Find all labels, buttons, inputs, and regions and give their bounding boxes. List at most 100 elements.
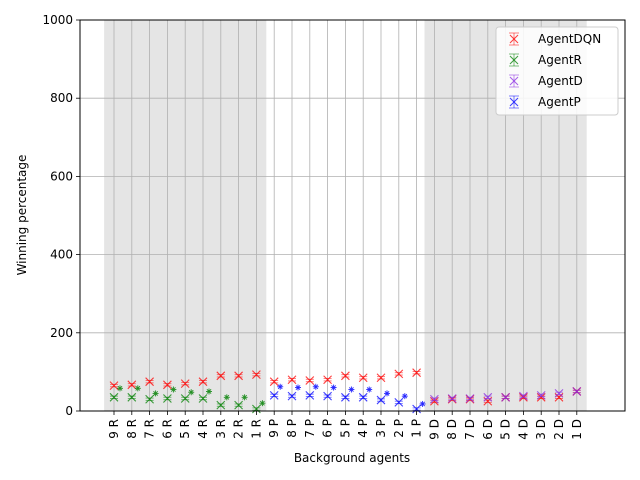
point-agentr [109,392,119,402]
point-agentr [127,392,137,402]
marker-agentr [206,388,212,395]
x-tick-label: 2 P [392,419,406,438]
point-agentp [323,391,332,401]
y-axis: 0 200 400 600 800 1000 [42,13,80,418]
point-agentp [287,391,297,401]
x-tick-label: 4 P [356,419,370,438]
x-tick-label: 6 D [481,419,495,440]
point-agentdqn [412,368,421,378]
y-tick-label: 0 [65,404,73,418]
legend-marker-agentp [509,97,519,107]
legend-marker-agentr [509,55,519,65]
marker-agentp [277,383,284,390]
x-tick-label: 7 D [463,419,477,440]
y-tick-label: 1000 [42,13,73,27]
x-tick-label: 8 R [125,419,139,439]
x-tick-label: 3 R [214,419,228,439]
point-agentdqn [234,371,243,381]
x-tick-label: 9 D [427,419,441,440]
x-tick-label: 6 P [321,419,335,438]
point-agentd [519,391,528,401]
point-agentp [394,398,404,407]
point-agentp [412,404,421,414]
x-tick-label: 5 D [499,419,513,440]
y-tick-label: 600 [50,169,73,183]
y-axis-label: Winning percentage [15,155,29,276]
marker-agentp [401,393,408,400]
marker-agentr [134,385,141,392]
point-agentd [447,394,457,403]
legend: AgentDQN AgentR AgentD AgentP [495,26,619,116]
point-agentdqn [323,375,332,385]
x-tick-label: 9 P [267,419,281,438]
marker-agentp [312,383,319,390]
y-tick-label: 800 [50,91,73,105]
point-agentd [501,392,510,402]
point-agentdqn [163,380,172,390]
legend-label-agentp: AgentP [538,95,581,109]
point-agentp [269,390,279,400]
x-tick-label: 7 R [143,419,157,439]
marker-agentp [419,400,426,407]
point-agentd [536,390,546,400]
point-agentdqn [252,370,261,380]
marker-agentr [170,386,177,393]
x-tick-label: 9 R [107,419,121,439]
x-tick-label: 4 D [516,419,530,440]
marker-agentr [152,390,159,397]
x-tick-label: 8 D [445,419,459,440]
x-tick-label: 5 R [178,419,192,439]
x-tick-label: 4 R [196,419,210,439]
point-agentr [180,394,190,403]
point-agentd [572,387,582,396]
marker-agentp [384,390,390,397]
point-agentdqn [145,377,154,387]
point-agentdqn [394,369,404,379]
legend-label-agentdqn: AgentDQN [538,32,601,46]
point-agentp [341,392,350,402]
point-agentdqn [287,375,297,385]
point-agentp [376,395,386,405]
legend-box [495,26,619,116]
marker-agentr [259,400,266,407]
marker-agentr [223,394,230,401]
point-agentdqn [109,381,119,390]
data-marks [109,368,582,414]
marker-agentr [117,385,123,392]
point-agentdqn [198,377,208,387]
point-agentd [554,389,564,398]
point-agentr [216,400,226,410]
point-agentdqn [180,379,190,389]
marker-agentp [366,386,373,393]
point-agentdqn [127,380,137,390]
marker-agentp [295,384,301,391]
x-tick-label: 6 R [160,419,174,439]
y-tick-label: 400 [50,248,73,262]
marker-agentr [241,394,248,401]
y-tick-label: 200 [50,326,73,340]
x-tick-label: 2 R [232,419,246,439]
x-axis-label: Background agents [294,451,410,465]
point-agentdqn [376,373,386,383]
marker-agentp [330,384,337,391]
legend-marker-agentdqn [509,34,519,44]
point-agentr [163,394,172,403]
point-agentp [358,392,368,402]
point-agentr [198,394,208,403]
point-agentr [252,404,261,414]
axes-frame [79,19,626,412]
marker-agentr [188,389,195,396]
marker-agentp [348,386,355,393]
point-agentr [145,394,154,404]
x-tick-label: 7 P [303,419,317,438]
point-agentdqn [269,377,279,387]
x-tick-label: 2 D [552,419,566,440]
x-tick-label: 3 D [534,419,548,440]
point-agentr [234,400,243,410]
point-agentd [465,394,475,403]
legend-label-agentd: AgentD [538,74,583,88]
point-agentdqn [341,371,350,381]
x-tick-label: 1 R [249,419,263,439]
